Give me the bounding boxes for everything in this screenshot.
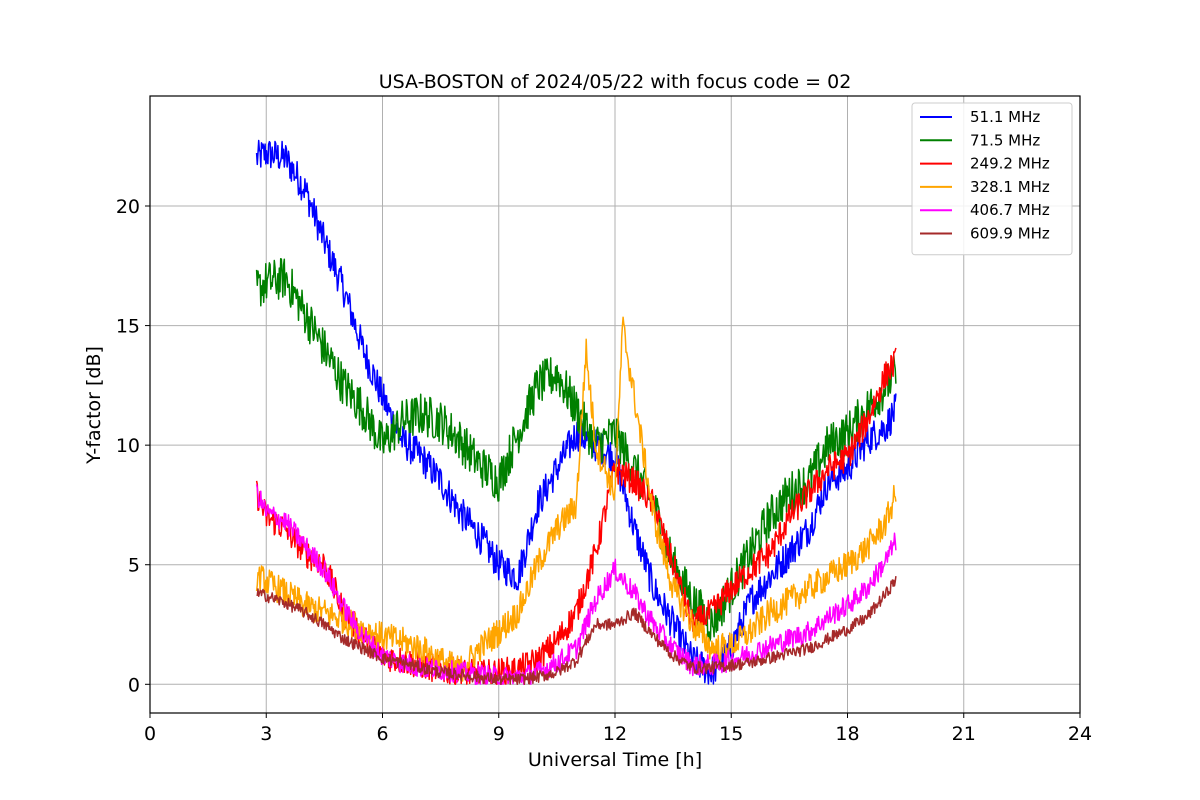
- legend-label: 406.7 MHz: [970, 201, 1050, 219]
- y-tick-label: 0: [128, 674, 140, 696]
- plot-series: [255, 139, 897, 686]
- y-axis-ticks: 0 5 10 15 20: [116, 196, 150, 696]
- y-tick-label: 5: [128, 555, 140, 577]
- y-tick-label: 15: [116, 316, 140, 338]
- y-tick-label: 20: [116, 196, 140, 218]
- x-axis-label: Universal Time [h]: [528, 749, 702, 771]
- x-tick-label: 6: [376, 723, 388, 745]
- series-line-4: [255, 484, 897, 686]
- x-tick-label: 15: [719, 723, 743, 745]
- x-tick-label: 21: [952, 723, 976, 745]
- legend-label: 249.2 MHz: [970, 155, 1050, 173]
- x-tick-label: 9: [493, 723, 505, 745]
- x-tick-label: 0: [144, 723, 156, 745]
- x-tick-label: 18: [835, 723, 859, 745]
- legend-label: 609.9 MHz: [970, 225, 1050, 243]
- x-axis-ticks: 0 3 6 9 12 15 18 21 24: [144, 713, 1092, 745]
- x-tick-label: 3: [260, 723, 272, 745]
- series-line-1: [255, 258, 897, 642]
- legend: 51.1 MHz 71.5 MHz 249.2 MHz 328.1 MHz 406.7 …: [911, 102, 1073, 256]
- chart-title: USA-BOSTON of 2024/05/22 with focus code…: [379, 71, 852, 93]
- y-axis-label: Y-factor [dB]: [83, 346, 105, 465]
- series-line-0: [255, 139, 897, 685]
- series-line-3: [255, 316, 897, 682]
- legend-label: 51.1 MHz: [970, 108, 1040, 126]
- y-tick-label: 10: [116, 435, 140, 457]
- x-tick-label: 24: [1068, 723, 1092, 745]
- legend-label: 328.1 MHz: [970, 178, 1050, 196]
- x-tick-label: 12: [603, 723, 627, 745]
- legend-label: 71.5 MHz: [970, 131, 1040, 149]
- series-line-5: [256, 576, 897, 686]
